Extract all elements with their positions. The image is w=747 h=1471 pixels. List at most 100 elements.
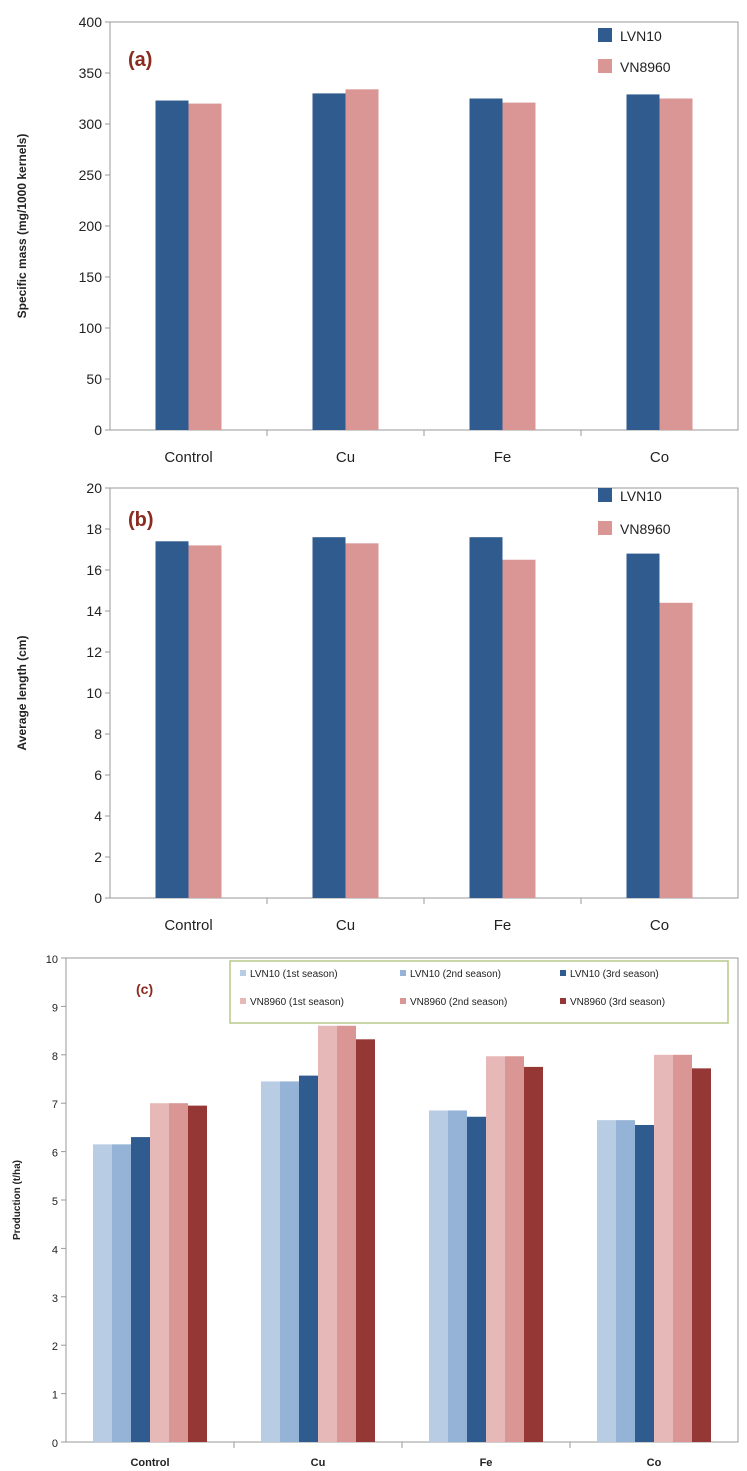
legend-swatch (400, 998, 406, 1004)
bar (131, 1137, 150, 1442)
y-tick-label: 2 (52, 1341, 58, 1353)
bar (597, 1120, 616, 1442)
bar (188, 545, 222, 898)
y-tick-label: 0 (94, 422, 102, 438)
bar (659, 98, 693, 430)
y-axis-label: Specific mass (mg/1000 kernels) (15, 134, 29, 319)
x-tick-label: Cu (336, 449, 355, 466)
x-tick-label: Control (164, 449, 212, 466)
bar (150, 1103, 169, 1442)
bar (337, 1025, 356, 1442)
chart-panel-c: 0 1 2 3 4 5 6 7 8 9 10 Production (t/ha) Control Cu Fe… (0, 944, 747, 1471)
legend-swatch (560, 970, 566, 976)
legend-entry: VN8960 (620, 59, 671, 75)
legend-entry: LVN10 (620, 28, 662, 44)
bar (673, 1054, 692, 1442)
x-tick-label: Co (647, 1457, 662, 1469)
legend-box (229, 960, 729, 1024)
x-tick-label: Control (164, 917, 212, 934)
bar (469, 98, 503, 430)
bar (261, 1081, 280, 1442)
legend-swatch (598, 488, 612, 502)
legend-swatch (598, 59, 612, 73)
legend-entry: LVN10 (3rd season) (570, 969, 659, 980)
chart-a-svg: 0 50 100 150 200 250 300 350 400 Specific mass (m… (15, 14, 739, 466)
y-tick-label: 9 (52, 1002, 58, 1014)
bar (659, 602, 693, 898)
x-tick-label: Fe (494, 449, 512, 466)
y-tick-label: 50 (86, 371, 102, 387)
bar (155, 100, 189, 430)
bar (345, 89, 379, 430)
y-tick-label: 3 (52, 1293, 58, 1305)
x-tick-label: Fe (494, 917, 512, 934)
chart-panel-a: 0 50 100 150 200 250 300 350 400 Specific mass (m… (0, 0, 747, 470)
legend-swatch (598, 28, 612, 42)
bar (626, 553, 660, 898)
bar (616, 1120, 635, 1442)
y-tick-label: 250 (79, 167, 103, 183)
x-tick-label: Cu (336, 917, 355, 934)
y-tick-label: 2 (94, 849, 102, 865)
legend-entry: LVN10 (620, 488, 662, 504)
bar (505, 1056, 524, 1442)
y-tick-label: 350 (79, 65, 103, 81)
legend-entry: VN8960 (1st season) (250, 997, 344, 1008)
bar (524, 1066, 543, 1442)
legend-entry: VN8960 (620, 521, 671, 537)
y-tick-label: 1 (52, 1390, 58, 1402)
y-tick-label: 0 (94, 890, 102, 906)
y-tick-label: 200 (79, 218, 103, 234)
panel-label: (b) (128, 509, 154, 531)
bar (345, 543, 379, 898)
legend-entry: VN8960 (2nd season) (410, 997, 507, 1008)
bar (155, 541, 189, 898)
y-tick-label: 400 (79, 14, 103, 30)
y-tick-label: 8 (52, 1051, 58, 1063)
bar (486, 1056, 505, 1442)
bar (654, 1054, 673, 1442)
bar (448, 1110, 467, 1442)
x-tick-label: Fe (480, 1457, 493, 1469)
bar (467, 1116, 486, 1442)
legend-entry: LVN10 (2nd season) (410, 969, 501, 980)
y-tick-label: 150 (79, 269, 103, 285)
chart-panel-b: 0 2 4 6 8 10 12 14 16 18 20 Average length (cm) Cont… (0, 474, 747, 936)
y-tick-label: 8 (94, 726, 102, 742)
bar (635, 1124, 654, 1442)
y-tick-label: 5 (52, 1196, 58, 1208)
bar (312, 537, 346, 898)
x-tick-label: Co (650, 917, 669, 934)
legend-swatch (560, 998, 566, 1004)
legend-entry: LVN10 (1st season) (250, 969, 338, 980)
bar (299, 1075, 318, 1442)
y-axis-label: Production (t/ha) (12, 1160, 23, 1240)
y-tick-label: 6 (52, 1148, 58, 1160)
bar (502, 559, 536, 898)
y-tick-label: 12 (86, 644, 102, 660)
y-tick-label: 10 (46, 954, 58, 966)
y-tick-label: 6 (94, 767, 102, 783)
bar (429, 1110, 448, 1442)
y-tick-label: 300 (79, 116, 103, 132)
x-tick-label: Cu (311, 1457, 326, 1469)
bar (626, 94, 660, 431)
y-tick-label: 16 (86, 562, 102, 578)
bar (692, 1068, 711, 1442)
bar (502, 102, 536, 430)
x-tick-label: Control (130, 1457, 169, 1469)
bar (280, 1081, 299, 1442)
bar (312, 93, 346, 431)
bar (169, 1103, 188, 1442)
bar (188, 1105, 207, 1442)
panel-label: (c) (136, 981, 153, 997)
bar (356, 1039, 375, 1442)
legend-swatch (240, 970, 246, 976)
bar (318, 1025, 337, 1442)
y-tick-label: 0 (52, 1438, 58, 1450)
chart-c-svg: 0 1 2 3 4 5 6 7 8 9 10 Production (t/ha) Control Cu Fe… (12, 954, 739, 1469)
y-tick-label: 20 (86, 480, 102, 496)
bar (469, 537, 503, 898)
bar (188, 103, 222, 430)
y-tick-label: 4 (94, 808, 102, 824)
